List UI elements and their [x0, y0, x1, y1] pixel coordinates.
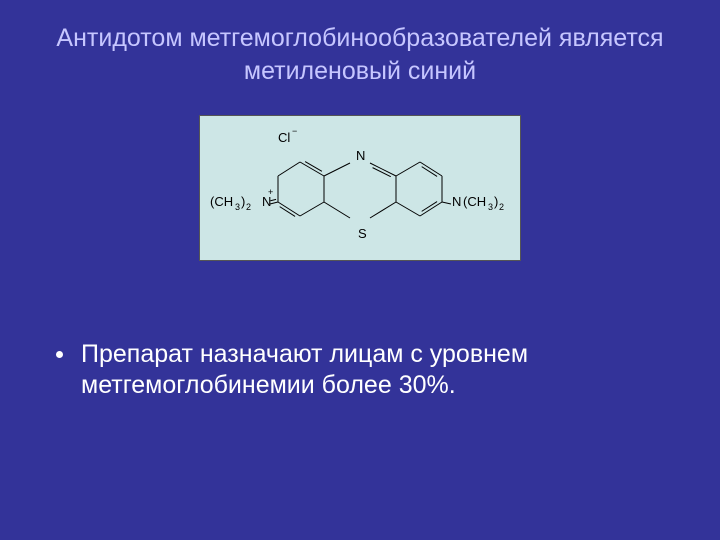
- svg-text:3: 3: [488, 202, 493, 212]
- svg-text:S: S: [358, 226, 367, 241]
- list-item: Препарат назначают лицам с уровнем метге…: [56, 339, 672, 402]
- svg-text:(CH: (CH: [463, 194, 486, 209]
- svg-text:2: 2: [246, 202, 251, 212]
- bullet-marker-icon: [56, 351, 63, 358]
- svg-text:(CH: (CH: [210, 194, 233, 209]
- svg-text:): ): [494, 194, 498, 209]
- svg-text:): ): [241, 194, 245, 209]
- svg-text:+: +: [268, 187, 273, 197]
- svg-text:N: N: [452, 194, 461, 209]
- figure-container: Cl−NSN+N(CH3)2(CH3)2: [0, 115, 720, 261]
- bullet-list: Препарат назначают лицам с уровнем метге…: [0, 339, 720, 402]
- slide-title-text: Антидотом метгемоглобинообразователей яв…: [56, 24, 663, 85]
- svg-text:3: 3: [235, 202, 240, 212]
- bullet-text: Препарат назначают лицам с уровнем метге…: [81, 339, 672, 402]
- svg-text:2: 2: [499, 202, 504, 212]
- svg-text:Cl: Cl: [278, 130, 290, 145]
- chemical-structure-svg: Cl−NSN+N(CH3)2(CH3)2: [200, 116, 522, 262]
- svg-text:−: −: [292, 126, 297, 136]
- chemical-structure-figure: Cl−NSN+N(CH3)2(CH3)2: [199, 115, 521, 261]
- svg-text:N: N: [356, 148, 365, 163]
- slide-title: Антидотом метгемоглобинообразователей яв…: [0, 0, 720, 97]
